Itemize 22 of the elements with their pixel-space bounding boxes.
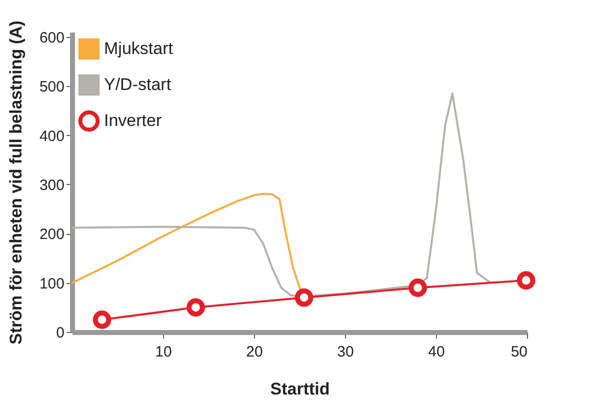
x-tick-label: 30 bbox=[337, 344, 354, 360]
point bbox=[516, 271, 536, 290]
y-tick-label: 200 bbox=[39, 226, 64, 244]
x-tick-label: 40 bbox=[428, 344, 445, 360]
x-tick-label: 20 bbox=[246, 344, 263, 360]
y-tick-label: 0 bbox=[56, 324, 64, 342]
y-tick-label: 300 bbox=[39, 176, 64, 194]
y-tick-label: 500 bbox=[39, 78, 64, 96]
x-axis-title: Starttid bbox=[270, 380, 330, 398]
x-tick-label: 10 bbox=[155, 344, 172, 360]
y-tick-label: 400 bbox=[39, 128, 64, 145]
y-tick-label: 600 bbox=[39, 29, 64, 46]
legend-label: Inverter bbox=[104, 111, 162, 130]
point bbox=[92, 310, 112, 329]
y-axis-title: Ström för enheten vid full belastning (A) bbox=[6, 20, 26, 344]
y-tick-label: 100 bbox=[39, 275, 64, 292]
legend-label: Y/D-start bbox=[104, 75, 172, 94]
x-tick-label: 50 bbox=[510, 344, 528, 360]
point bbox=[408, 278, 428, 297]
legend-label: Mjukstart bbox=[104, 39, 174, 58]
point bbox=[294, 288, 314, 307]
point bbox=[186, 298, 205, 317]
